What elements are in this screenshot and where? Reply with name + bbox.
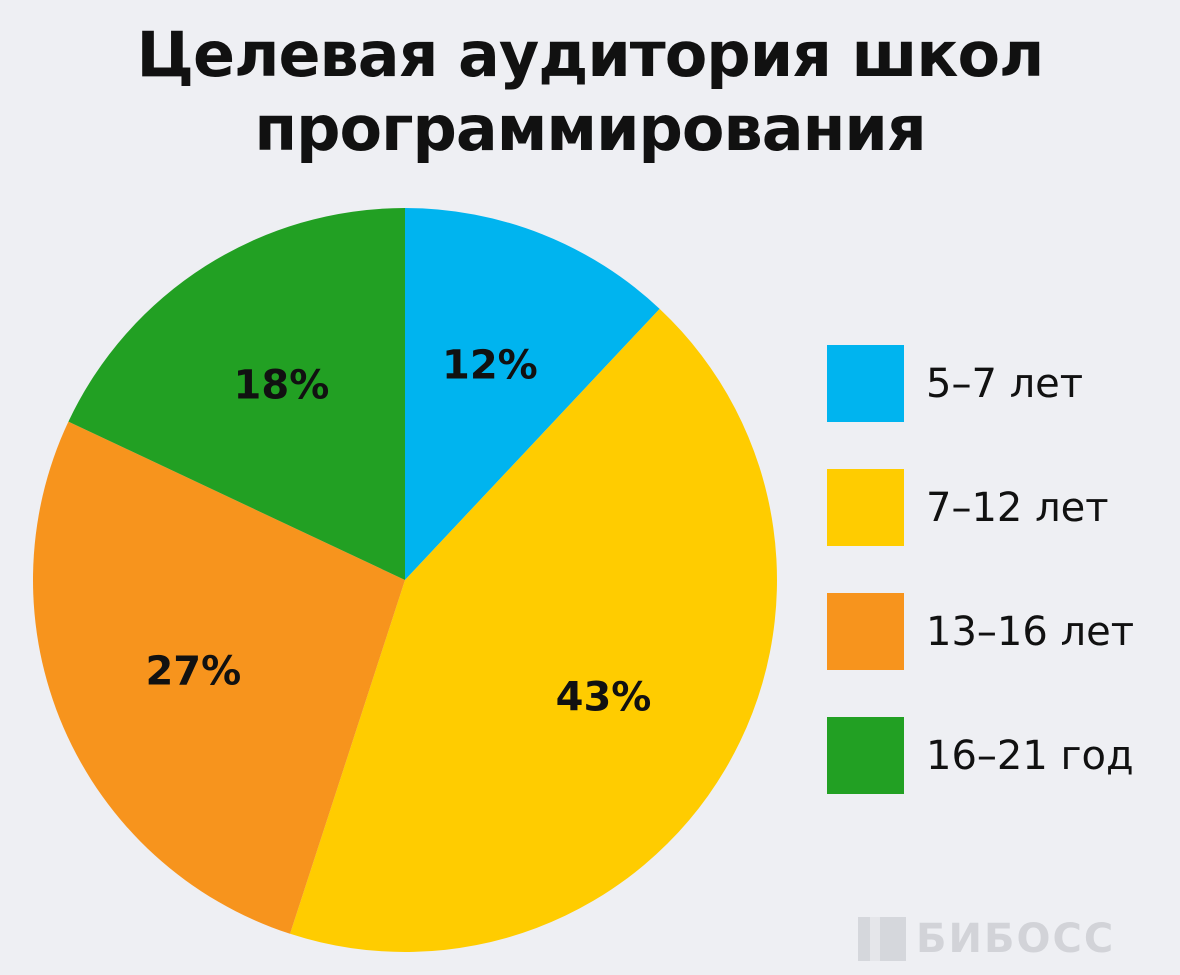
legend-label-5-7: 5–7 лет (926, 360, 1084, 407)
pie-value-label-13-16: 27% (145, 649, 241, 695)
pie-slice-16-21 (68, 207, 406, 580)
pie-slice-5-7 (405, 208, 660, 580)
pie-slices (33, 207, 778, 953)
legend-item-5-7: 5–7 лет (827, 345, 1083, 422)
legend-swatch-7-12 (827, 469, 904, 546)
pie-value-label-7-12: 43% (556, 674, 652, 720)
pie-value-label-5-7: 12% (442, 343, 538, 389)
legend-item-7-12: 7–12 лет (827, 469, 1109, 546)
legend-label-16-21: 16–21 год (926, 732, 1134, 779)
watermark: БИБОСС (858, 914, 1115, 964)
pie-slice-7-12 (290, 308, 778, 953)
pie-chart: 12% 43% 27% 18% (33, 207, 778, 953)
pie-value-labels: 12% 43% 27% 18% (145, 343, 651, 721)
chart-title-line-2: программирования (254, 92, 926, 165)
bibosss-logo-icon (858, 917, 906, 961)
legend-item-16-21: 16–21 год (827, 717, 1134, 794)
legend-label-13-16: 13–16 лет (926, 608, 1134, 655)
watermark-text: БИБОСС (916, 916, 1116, 962)
legend-label-7-12: 7–12 лет (926, 484, 1109, 531)
chart-title: Целевая аудитория школ программирования (0, 18, 1180, 166)
legend-item-13-16: 13–16 лет (827, 593, 1134, 670)
chart-title-line-1: Целевая аудитория школ (136, 18, 1045, 91)
legend-swatch-5-7 (827, 345, 904, 422)
pie-slice-13-16 (33, 421, 405, 934)
pie-value-label-16-21: 18% (234, 362, 330, 408)
legend-swatch-13-16 (827, 593, 904, 670)
legend-swatch-16-21 (827, 717, 904, 794)
